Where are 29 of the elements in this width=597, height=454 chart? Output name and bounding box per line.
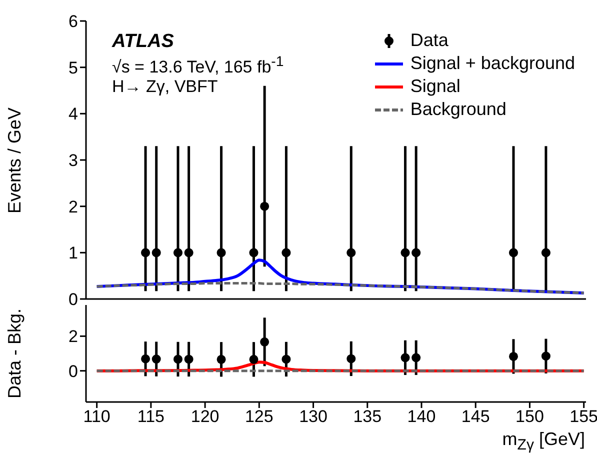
x-tick-label: 110 (83, 407, 110, 426)
y-tick-label: 4 (68, 104, 78, 124)
x-tick-label: 135 (353, 407, 382, 426)
y-tick-label: 0 (68, 362, 78, 381)
annotation: H→ Zγ, VBFT (112, 77, 218, 97)
x-tick-label: 125 (244, 407, 274, 426)
x-tick-label: 155 (570, 407, 597, 426)
annotation: ATLAS (112, 31, 174, 53)
x-tick-label: 120 (190, 407, 220, 426)
x-tick-label: 145 (461, 407, 490, 426)
y-tick-label: 0 (68, 290, 78, 310)
y-tick-label: 3 (68, 151, 78, 170)
legend-label: Data (410, 30, 448, 51)
y-tick-label: 6 (68, 12, 78, 32)
y-axis-title: Events / GeV (4, 106, 26, 214)
y-tick-label: 2 (68, 197, 78, 216)
y-tick-label: 2 (68, 327, 78, 346)
legend-label: Background (410, 99, 506, 120)
annotation: √s = 13.6 TeV, 165 fb$^{-1}$ (112, 54, 284, 78)
y-axis-title: Data - Bkg. (4, 308, 26, 399)
x-tick-label: 130 (299, 407, 328, 426)
x-tick-label: 150 (516, 407, 544, 426)
y-tick-label: 5 (68, 58, 78, 78)
x-tick-label: 140 (407, 407, 436, 426)
x-axis-title: m$_{Zγ}$ [GeV] (502, 429, 585, 454)
text: Signal (410, 76, 460, 96)
legend-label: Signal + background (410, 53, 575, 74)
y-tick-label: 1 (68, 244, 78, 263)
x-tick-label: 115 (137, 407, 164, 426)
